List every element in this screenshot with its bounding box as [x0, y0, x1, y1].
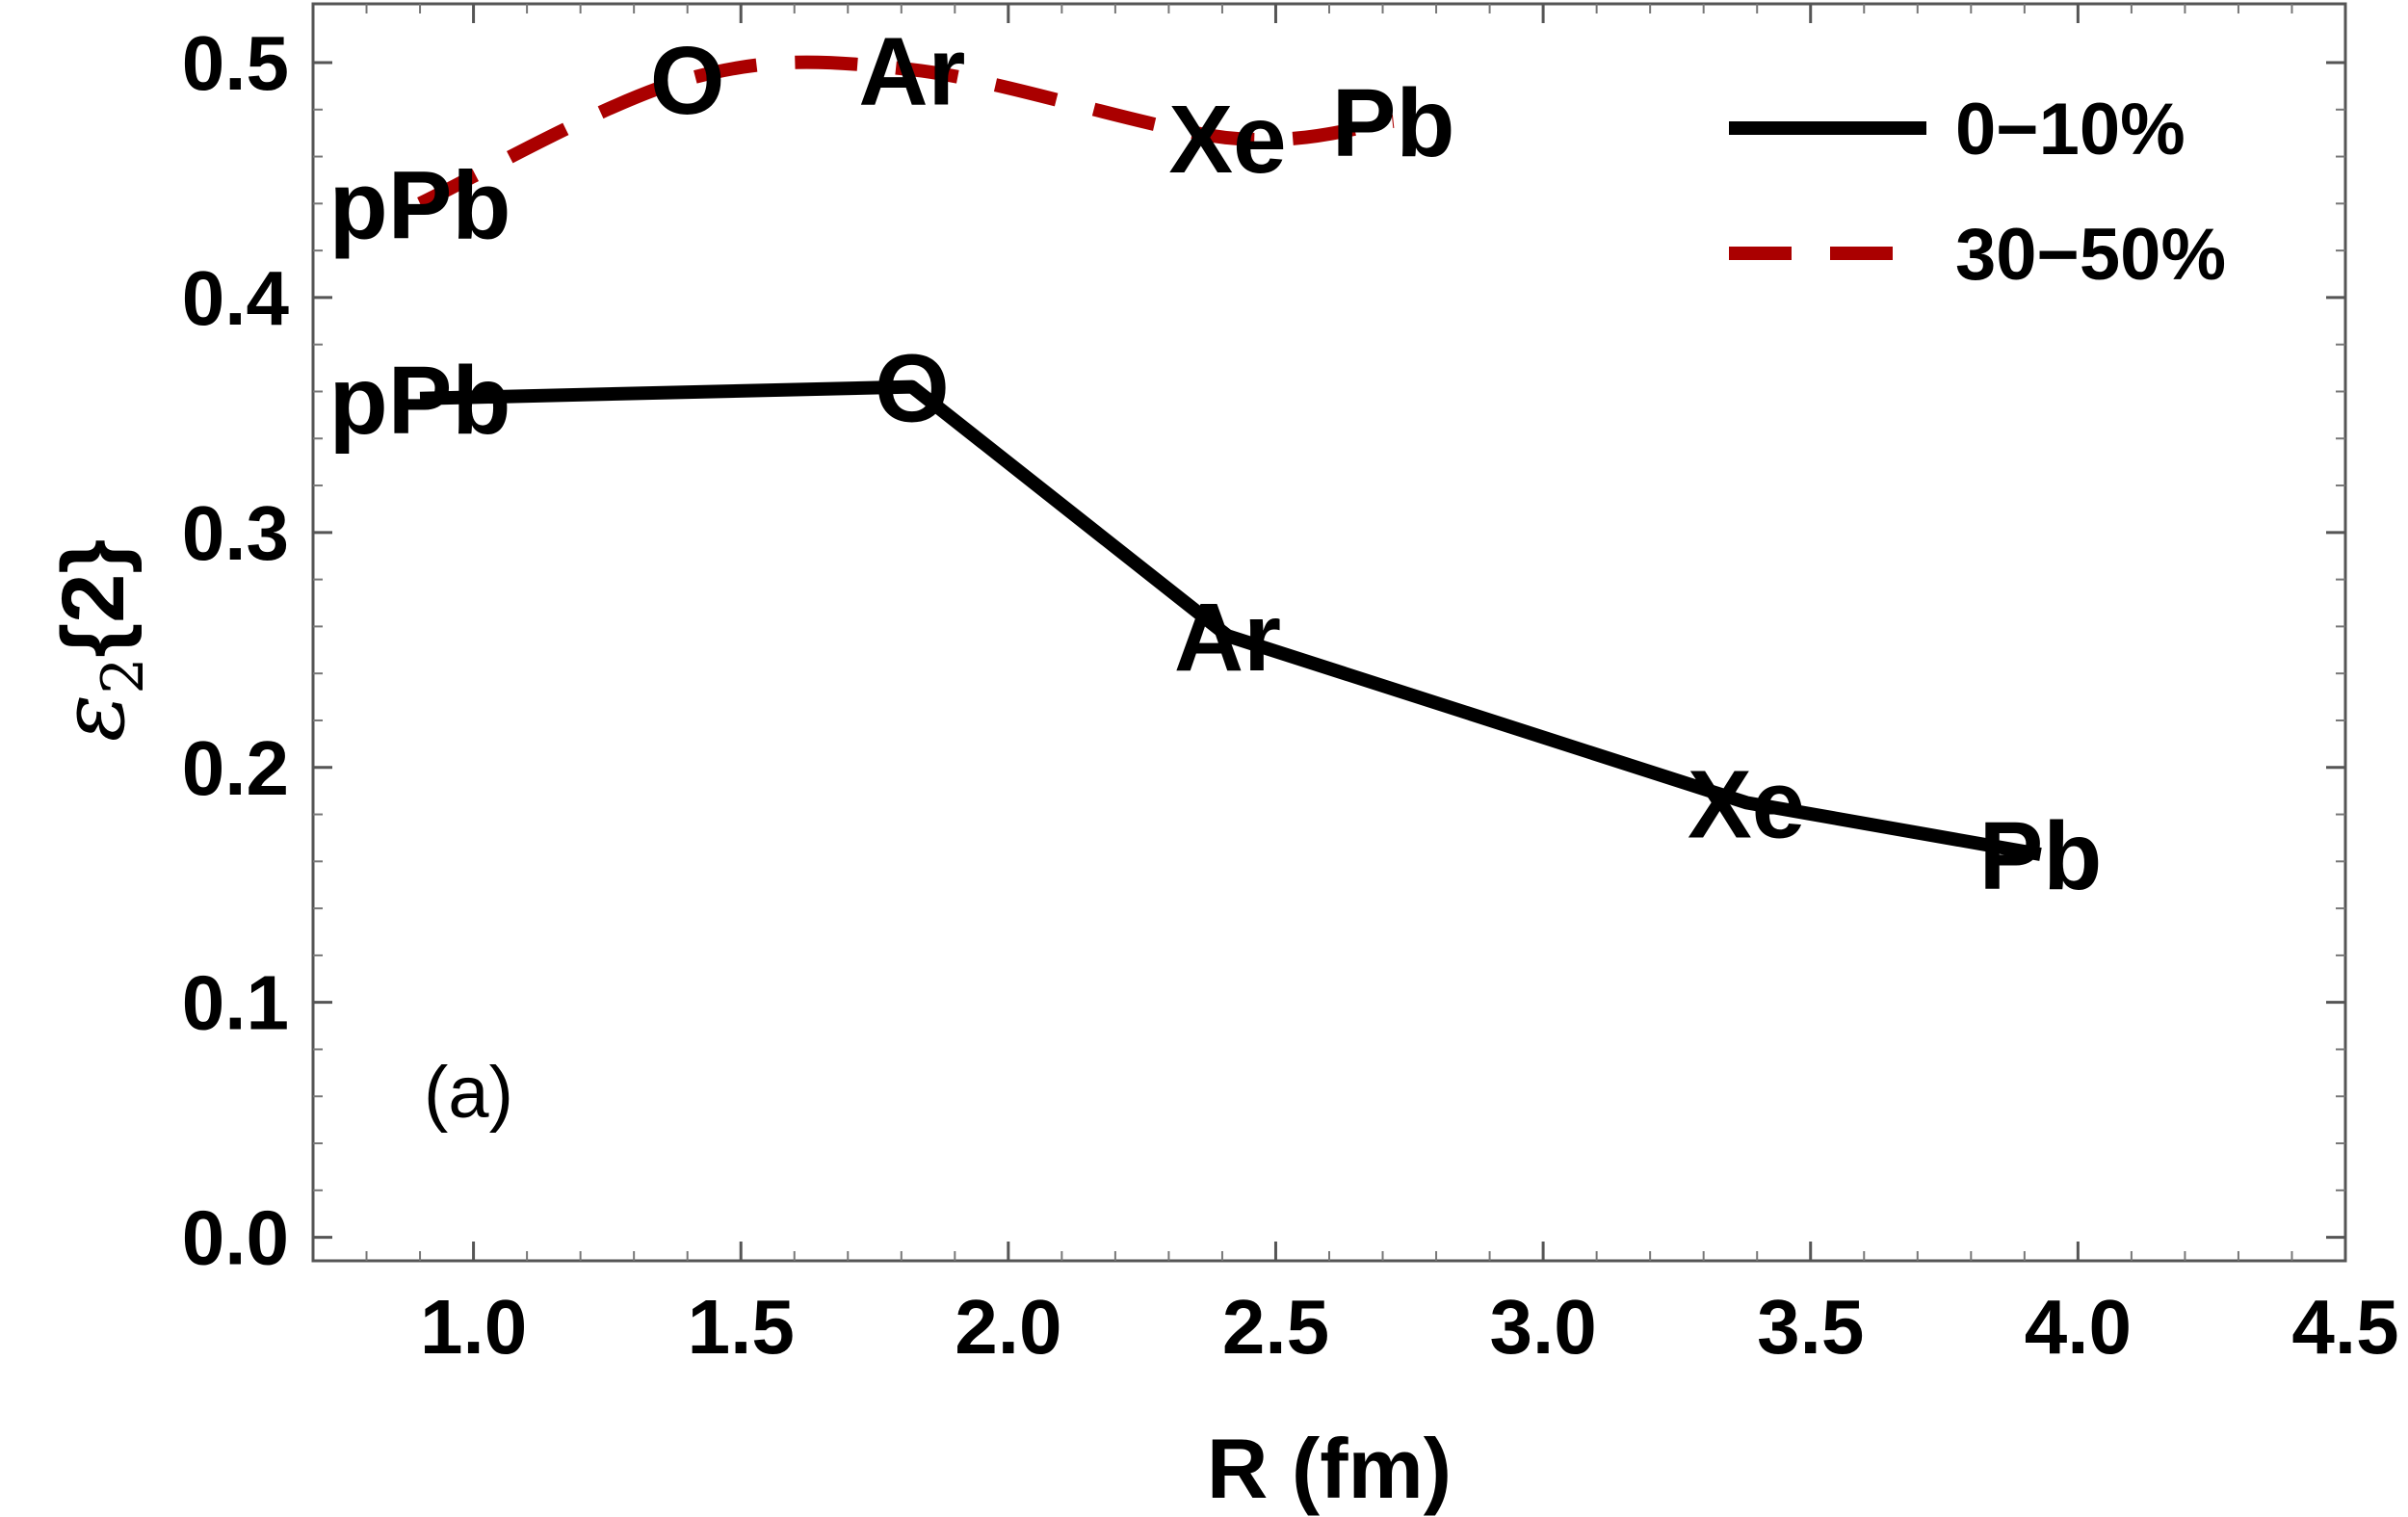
point-label-ar: Ar — [858, 17, 965, 125]
series-line-0-10 — [419, 379, 2042, 861]
y-tick-label: 0.5 — [182, 20, 289, 106]
legend-label-0-10: 0−10% — [1955, 89, 2186, 170]
y-tick-label: 0.1 — [182, 960, 289, 1046]
y-tick-labels: 0.0 0.1 0.2 0.3 0.4 0.5 — [182, 20, 290, 1281]
point-label-o: O — [650, 27, 725, 135]
y-axis-title-subscript: 2 — [90, 658, 157, 694]
x-tick-labels: 1.0 1.5 2.0 2.5 3.0 3.5 4.0 4.5 — [420, 1284, 2399, 1370]
series-line-30-50 — [417, 55, 1395, 210]
point-label-xe: Xe — [1688, 750, 1805, 858]
x-axis-title: R (fm) — [1207, 1421, 1452, 1516]
point-label-pb: Pb — [1979, 802, 2103, 910]
point-label-o: O — [875, 335, 950, 443]
x-tick-label: 4.0 — [2025, 1284, 2132, 1370]
point-label-pb: Pb — [1332, 69, 1455, 177]
x-tick-label: 3.5 — [1757, 1284, 1864, 1370]
x-tick-label: 3.0 — [1489, 1284, 1596, 1370]
y-tick-label: 0.0 — [182, 1195, 289, 1281]
point-label-ppb: pPb — [329, 347, 511, 455]
y-tick-label: 0.2 — [182, 725, 289, 811]
point-labels: pPb O Ar Xe Pb pPb O Ar Xe Pb — [329, 17, 2103, 910]
x-tick-label: 2.5 — [1222, 1284, 1329, 1370]
x-tick-label: 1.0 — [420, 1284, 527, 1370]
y-axis-title: ε2{2} — [41, 539, 157, 742]
point-label-xe: Xe — [1168, 86, 1286, 194]
plot-frame — [311, 2, 2347, 1263]
y-tick-label: 0.4 — [182, 255, 290, 341]
y-tick-label: 0.3 — [182, 490, 289, 576]
y-axis-title-rest: {2} — [44, 539, 143, 658]
axis-ticks — [313, 4, 2347, 1261]
legend-label-30-50: 30−50% — [1955, 214, 2226, 296]
panel-label: (a) — [424, 1052, 513, 1134]
series-lines — [417, 55, 2042, 861]
point-label-ar: Ar — [1174, 584, 1281, 692]
x-tick-label: 1.5 — [688, 1284, 795, 1370]
y-axis-title-symbol: ε — [41, 694, 144, 742]
x-tick-label: 4.5 — [2291, 1284, 2398, 1370]
legend: 0−10% 30−50% — [1729, 89, 2226, 296]
x-tick-label: 2.0 — [955, 1284, 1061, 1370]
point-label-ppb: pPb — [329, 151, 511, 259]
